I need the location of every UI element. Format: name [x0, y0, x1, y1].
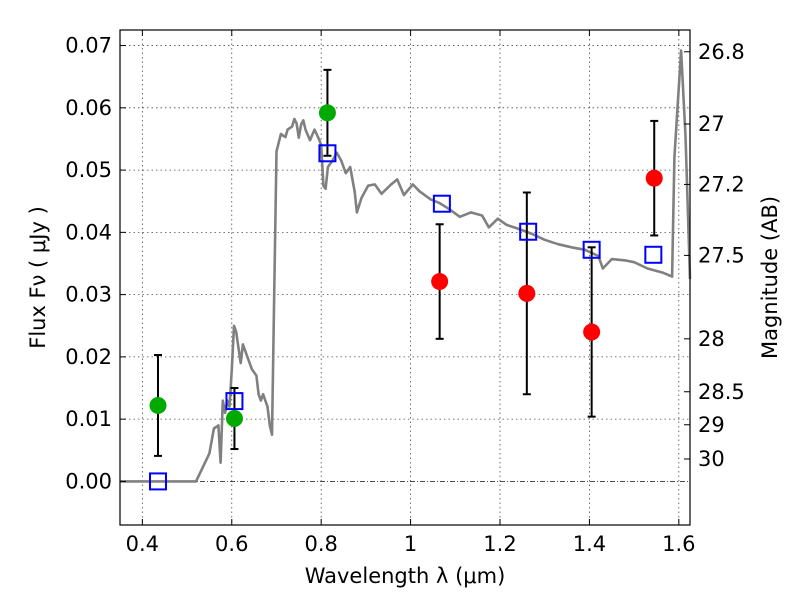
y-tick-label: 0.03 [65, 283, 112, 307]
model-point [318, 144, 337, 163]
right-tick-label: 29 [698, 413, 725, 437]
data-point [583, 323, 601, 341]
y-tick-label: 0.01 [65, 407, 112, 431]
right-tick-label: 28.5 [698, 380, 745, 404]
y-tick-label: 0.06 [65, 96, 112, 120]
model-spectrum-line [120, 49, 692, 483]
model-point [582, 240, 601, 259]
y-tick-label: 0.04 [65, 220, 112, 244]
model-point [149, 472, 167, 491]
x-tick-label: 0.8 [304, 532, 337, 556]
right-tick-label: 26.8 [698, 40, 745, 64]
right-tick-label: 28 [698, 327, 725, 351]
data-point [518, 284, 536, 302]
model-point [644, 245, 663, 264]
x-tick-label: 1.2 [483, 532, 516, 556]
right-tick-label: 30 [698, 447, 725, 471]
y-tick-label: 0.05 [65, 158, 112, 182]
data-point [225, 410, 243, 428]
data-point [149, 396, 167, 414]
data-point [431, 273, 449, 291]
x-tick-label: 1.6 [662, 532, 695, 556]
x-tick-label: 1 [404, 532, 417, 556]
model-point [432, 194, 451, 213]
x-tick-label: 0.4 [126, 532, 159, 556]
right-tick-label: 27.2 [698, 172, 745, 196]
right-tick-label: 27 [698, 112, 725, 136]
y-axis-right-label: Magnitude (AB) [758, 196, 782, 359]
y-tick-label: 0.07 [65, 34, 112, 58]
y-axis-label: Flux Fν ( μJy ) [26, 206, 50, 349]
axis-ticks: 0.4 0.6 0.8 1 1.2 1.4 1.6 0.00 0.01 0.02 0.03 0.04 0… [65, 30, 745, 556]
y-tick-label: 0.02 [65, 345, 112, 369]
plot-frame [119, 29, 691, 526]
data-point [645, 169, 663, 187]
x-tick-label: 1.4 [573, 532, 606, 556]
right-tick-label: 27.5 [698, 243, 745, 267]
grid [120, 30, 690, 525]
data-markers [149, 104, 663, 491]
y-tick-label: 0.00 [65, 469, 112, 493]
model-spectrum-layer [120, 49, 692, 483]
x-tick-label: 0.6 [215, 532, 248, 556]
x-axis-label: Wavelength λ (μm) [305, 564, 506, 588]
data-point [318, 104, 336, 122]
model-point [225, 392, 244, 411]
model-point [519, 222, 538, 241]
